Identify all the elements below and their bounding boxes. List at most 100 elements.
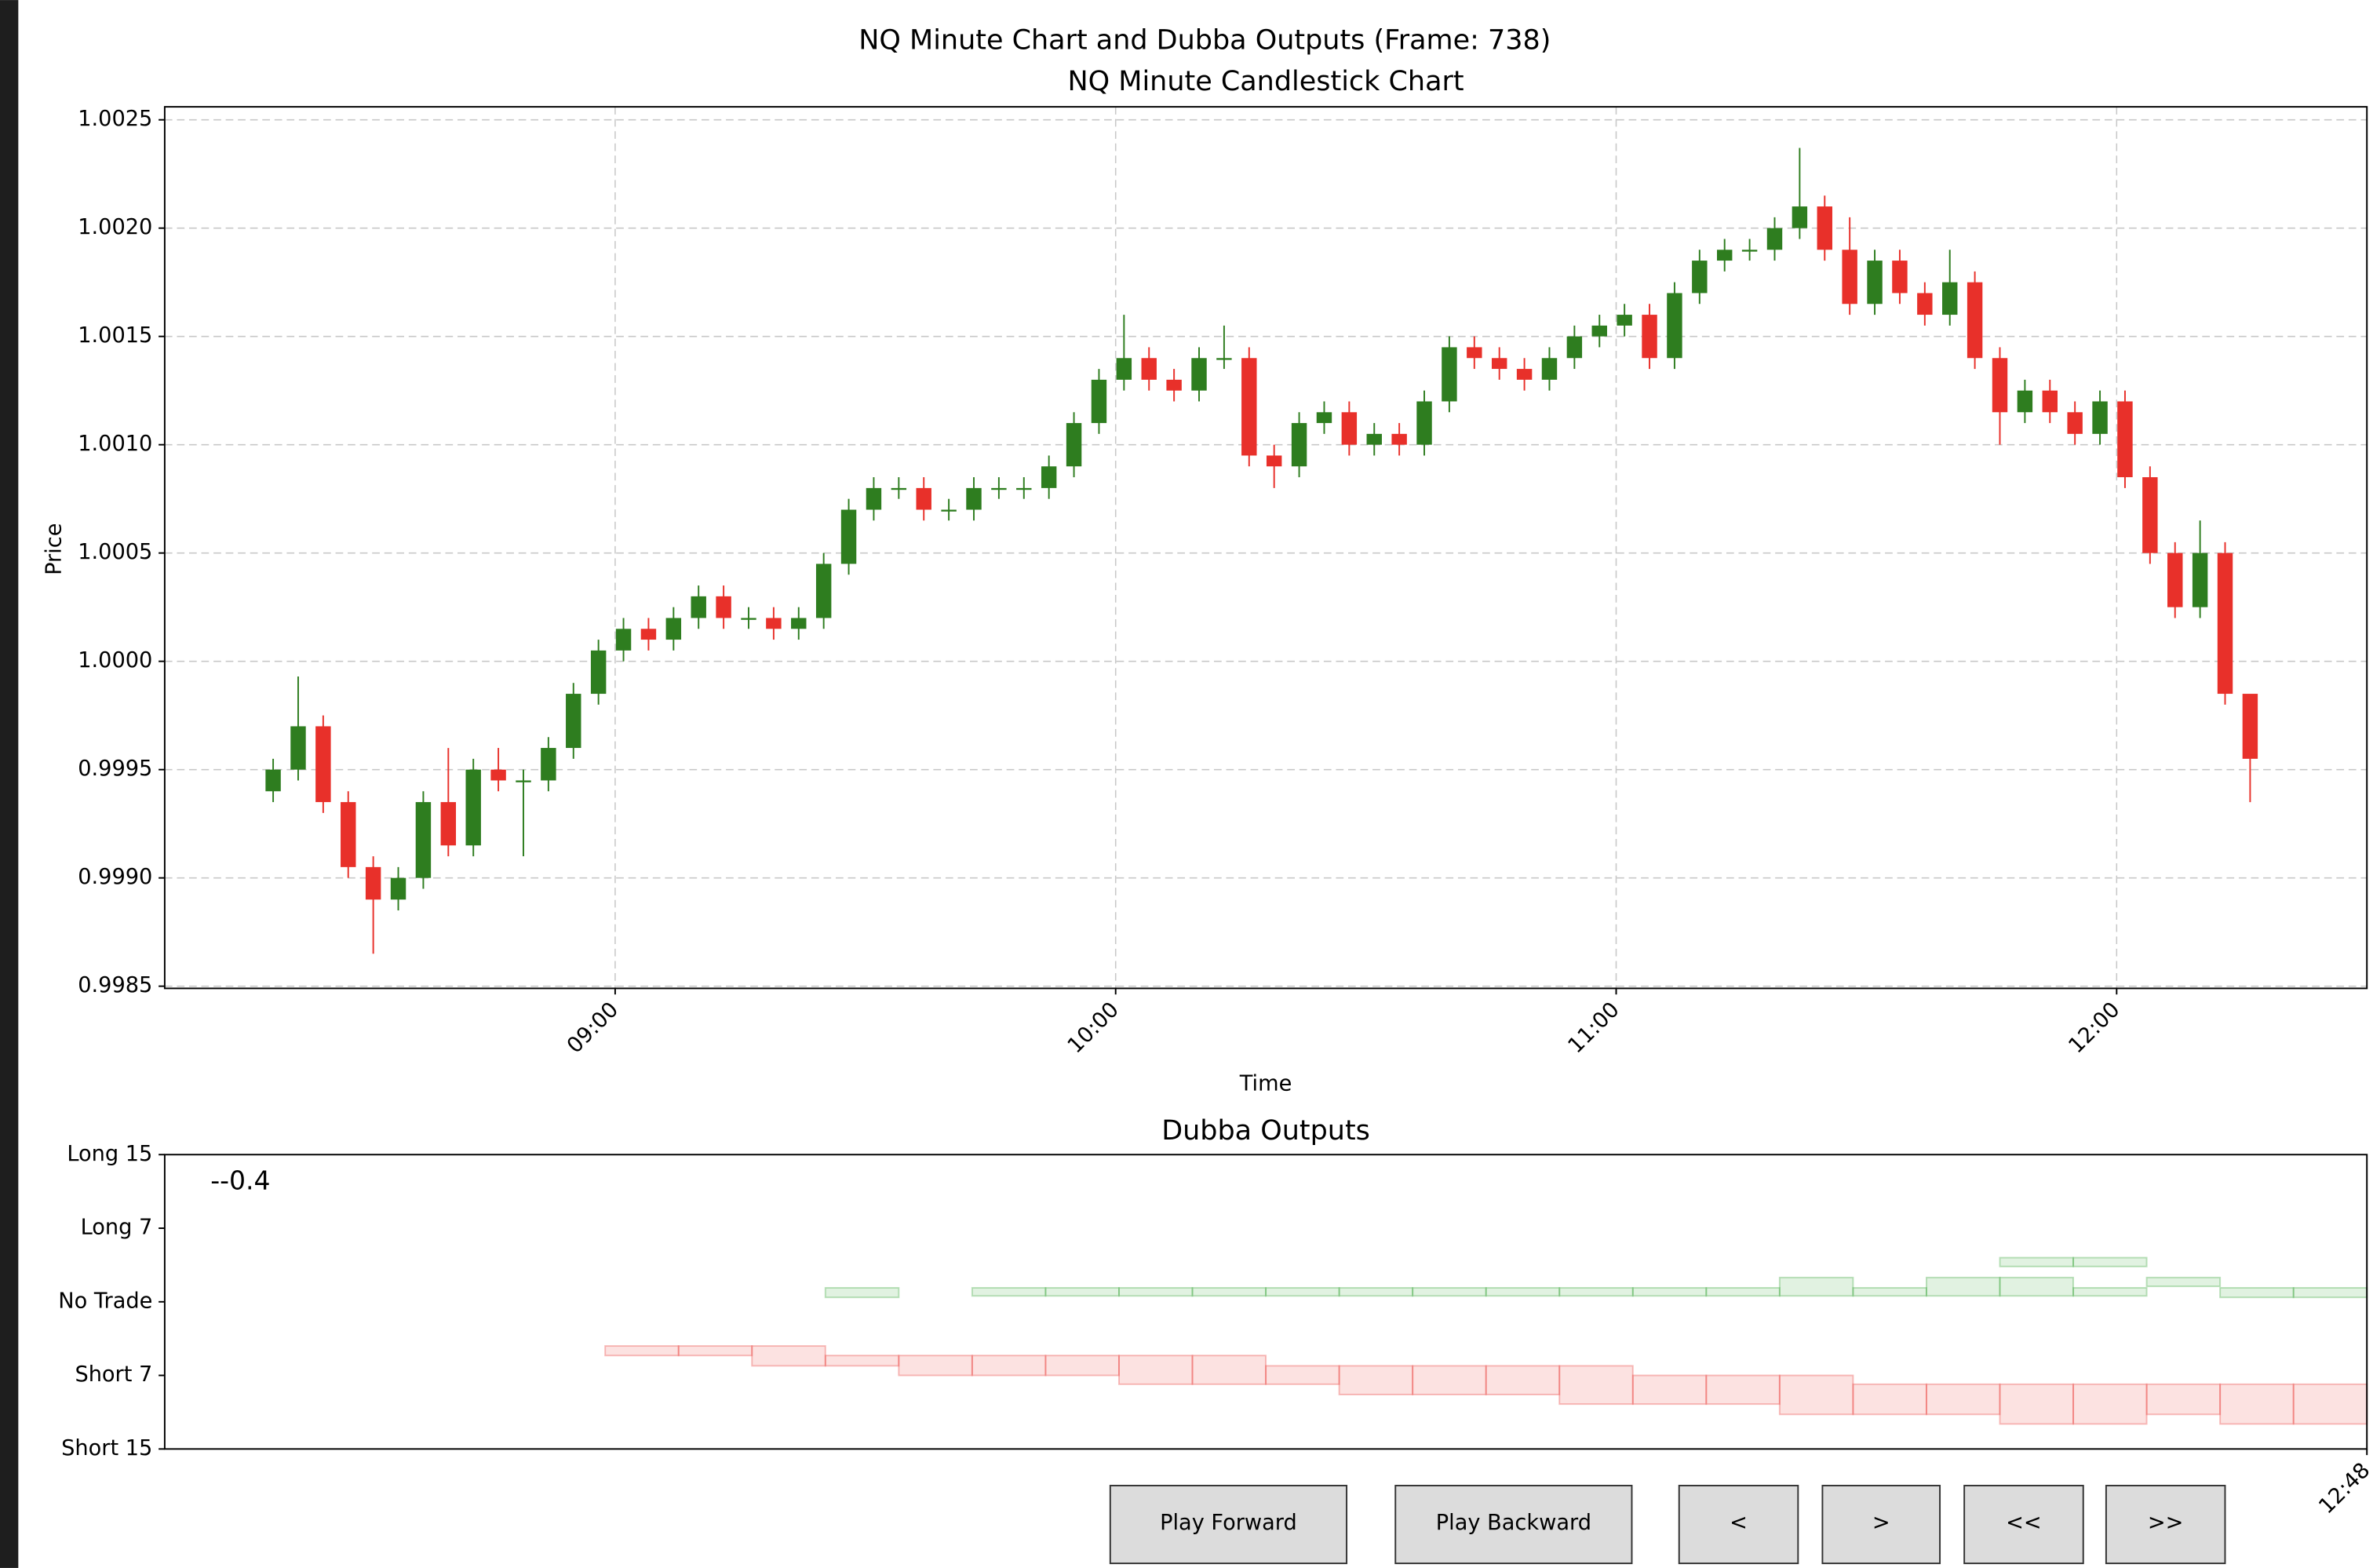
candle-body: [2242, 694, 2258, 759]
x-tick-label: 11:00: [1563, 997, 1624, 1058]
signal-zone: [2219, 1287, 2295, 1299]
candle-body: [2092, 401, 2108, 434]
candle-body: [1341, 412, 1358, 445]
candle-body: [1867, 261, 1883, 304]
button-face[interactable]: [1394, 1485, 1633, 1565]
y-tick-label: 0.9995: [78, 757, 152, 781]
candle-body: [590, 650, 607, 695]
signal-zone: [1338, 1287, 1414, 1297]
button-face[interactable]: [1963, 1485, 2084, 1565]
candle-body: [1291, 423, 1307, 467]
signal-zone: [1485, 1365, 1561, 1395]
candle-body: [716, 596, 731, 618]
signal-zone: [2292, 1287, 2368, 1299]
y-tick-label: Short 15: [61, 1436, 152, 1460]
button-face[interactable]: [1678, 1485, 1799, 1565]
candle-body: [2067, 412, 2083, 434]
signal-zone: [898, 1355, 973, 1377]
signal-zone: [2292, 1383, 2368, 1425]
candle-body: [290, 726, 306, 770]
y-tick-label: Long 15: [67, 1142, 152, 1166]
plot-frame: [163, 1154, 2368, 1450]
candle-body: [1741, 250, 1758, 252]
candle-body: [1442, 347, 1457, 402]
y-tick-label: No Trade: [58, 1289, 152, 1313]
candle-body: [665, 618, 682, 640]
candle-body: [1191, 358, 1207, 391]
candle-body: [866, 487, 882, 510]
candle-body: [1766, 228, 1783, 250]
candle-body: [341, 802, 356, 867]
candle-body: [465, 769, 481, 846]
signal-zone: [1558, 1287, 1634, 1297]
button-label[interactable]: >: [1872, 1511, 1890, 1535]
signal-zone: [2145, 1383, 2222, 1416]
x-tick-label: 10:00: [1063, 997, 1124, 1058]
control-button[interactable]: Play Forward: [1109, 1485, 1348, 1565]
signal-zone: [971, 1287, 1047, 1297]
signal-zone: [1044, 1355, 1120, 1377]
button-label[interactable]: Play Forward: [1160, 1511, 1297, 1535]
figure-title: NQ Minute Chart and Dubba Outputs (Frame…: [858, 25, 1551, 57]
button-face[interactable]: [1109, 1485, 1348, 1565]
candle-body: [1716, 250, 1733, 261]
chart-title: NQ Minute Candlestick Chart: [1067, 66, 1464, 97]
button-label[interactable]: Play Backward: [1436, 1511, 1591, 1535]
signal-zone: [677, 1345, 753, 1357]
y-tick-label: 0.9990: [78, 865, 152, 889]
candle-body: [1642, 315, 1657, 359]
x-axis-label: Time: [1239, 1071, 1292, 1096]
candle-body: [791, 618, 807, 629]
y-tick-label: Short 7: [75, 1362, 152, 1387]
candle-body: [1591, 325, 1607, 337]
candle-body: [1942, 282, 1958, 315]
candle-body: [566, 694, 581, 749]
button-label[interactable]: <: [1730, 1511, 1748, 1535]
x-tick-label: 12:00: [2064, 997, 2124, 1058]
control-button[interactable]: <: [1678, 1485, 1799, 1565]
candle-body: [891, 487, 907, 490]
signal-zone: [1631, 1287, 1708, 1297]
signal-zone: [2072, 1256, 2148, 1267]
signal-zone: [1705, 1287, 1781, 1297]
signal-zone: [971, 1355, 1047, 1377]
candle-body: [1792, 206, 1808, 228]
plot-frame: [163, 106, 2368, 990]
candle-body: [916, 487, 931, 510]
candle-body: [1917, 293, 1933, 315]
candle-body: [741, 618, 756, 620]
candle-body: [2042, 390, 2058, 413]
signal-zone: [604, 1345, 680, 1357]
signal-zone: [1778, 1374, 1854, 1416]
controls: Play Forward Play Backward < > << >>: [1109, 1485, 2226, 1565]
button-face[interactable]: [1821, 1485, 1941, 1565]
candle-body: [2017, 390, 2033, 413]
candle-body: [1166, 379, 1182, 391]
candle-body: [1366, 433, 1382, 445]
signal-zone: [1705, 1374, 1781, 1406]
y-tick-label: 0.9985: [78, 973, 152, 997]
signal-zone: [1191, 1355, 1267, 1385]
control-button[interactable]: Play Backward: [1394, 1485, 1633, 1565]
candle-body: [2142, 477, 2158, 553]
signal-zone: [1925, 1383, 2001, 1416]
signal-zone: [1412, 1287, 1487, 1297]
y-tick-label: 1.0015: [78, 323, 152, 348]
signal-zone: [2072, 1287, 2148, 1297]
candle-body: [941, 509, 957, 512]
button-face[interactable]: [2105, 1485, 2226, 1565]
button-label[interactable]: <<: [2006, 1511, 2042, 1535]
candle-body: [516, 780, 531, 782]
signal-zone: [1999, 1383, 2075, 1425]
signal-zone: [1558, 1365, 1634, 1406]
candle-body: [490, 769, 506, 781]
button-label[interactable]: >>: [2148, 1511, 2184, 1535]
control-button[interactable]: >>: [2105, 1485, 2226, 1565]
candle-body: [1041, 466, 1057, 488]
control-button[interactable]: <<: [1963, 1485, 2084, 1565]
x-tick-label: 12:48: [2314, 1458, 2373, 1519]
signal-zone: [1925, 1276, 2001, 1297]
candle-body: [2117, 401, 2133, 478]
control-button[interactable]: >: [1821, 1485, 1941, 1565]
candle-body: [1842, 250, 1857, 304]
